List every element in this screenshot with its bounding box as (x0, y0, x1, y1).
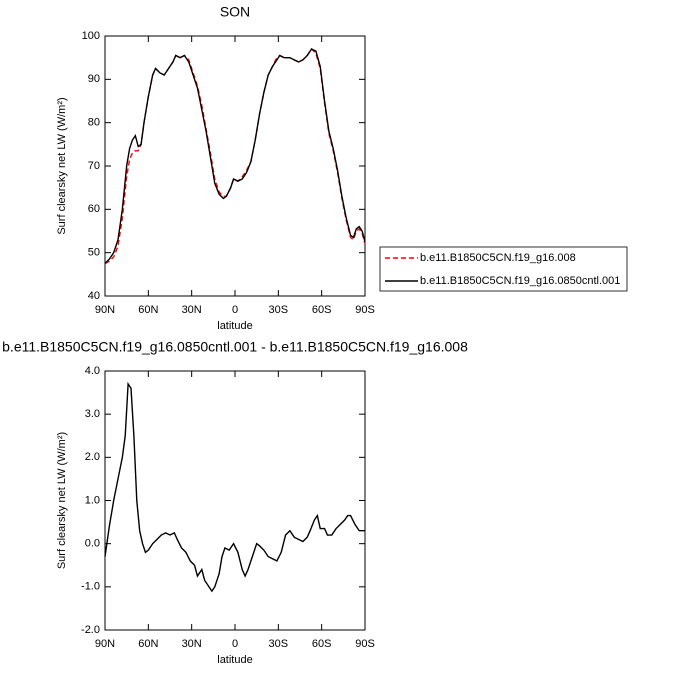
y-tick-label: 3.0 (85, 408, 100, 420)
y-tick-label: 1.0 (85, 494, 100, 506)
x-tick-label: 90N (95, 638, 115, 650)
data-line (104, 47, 366, 265)
x-axis-label: latitude (217, 654, 252, 666)
x-tick-label: 90S (355, 304, 375, 316)
y-tick-label: 100 (82, 30, 100, 42)
chart-title: SON (220, 4, 250, 20)
chart-title: b.e11.B1850C5CN.f19_g16.0850cntl.001 - b… (2, 339, 468, 355)
x-tick-label: 0 (232, 638, 238, 650)
data-line (104, 381, 365, 593)
y-tick-label: -1.0 (81, 581, 100, 593)
y-tick-label: 2.0 (85, 451, 100, 463)
x-tick-label: 30N (182, 638, 202, 650)
y-tick-label: 60 (88, 203, 100, 215)
y-tick-label: 4.0 (85, 365, 100, 377)
x-tick-label: 90S (355, 638, 375, 650)
x-tick-label: 30S (269, 304, 289, 316)
y-tick-label: 40 (88, 290, 100, 302)
x-tick-label: 30S (269, 638, 289, 650)
x-tick-label: 60S (312, 638, 332, 650)
legend-box (379, 246, 628, 292)
plot-frame (104, 35, 366, 297)
x-tick-label: 60S (312, 304, 332, 316)
data-line (104, 48, 366, 264)
y-axis-label: Surf clearsky net LW (W/m²) (56, 97, 68, 234)
x-tick-label: 60N (138, 304, 158, 316)
legend-label: b.e11.B1850C5CN.f19_g16.008 (420, 252, 576, 264)
plot-frame (104, 370, 366, 631)
x-tick-label: 60N (138, 638, 158, 650)
legend-label: b.e11.B1850C5CN.f19_g16.0850cntl.001 (420, 275, 620, 287)
y-tick-label: 90 (88, 73, 100, 85)
y-tick-label: 0.0 (85, 538, 100, 550)
y-tick-label: 70 (88, 160, 100, 172)
y-tick-label: -2.0 (81, 624, 100, 636)
x-tick-label: 0 (232, 304, 238, 316)
x-axis-label: latitude (217, 320, 252, 332)
y-tick-label: 80 (88, 117, 100, 129)
y-tick-label: 50 (88, 247, 100, 259)
x-tick-label: 30N (182, 304, 202, 316)
x-tick-label: 90N (95, 304, 115, 316)
y-axis-label: Surf clearsky net LW (W/m²) (56, 432, 68, 569)
